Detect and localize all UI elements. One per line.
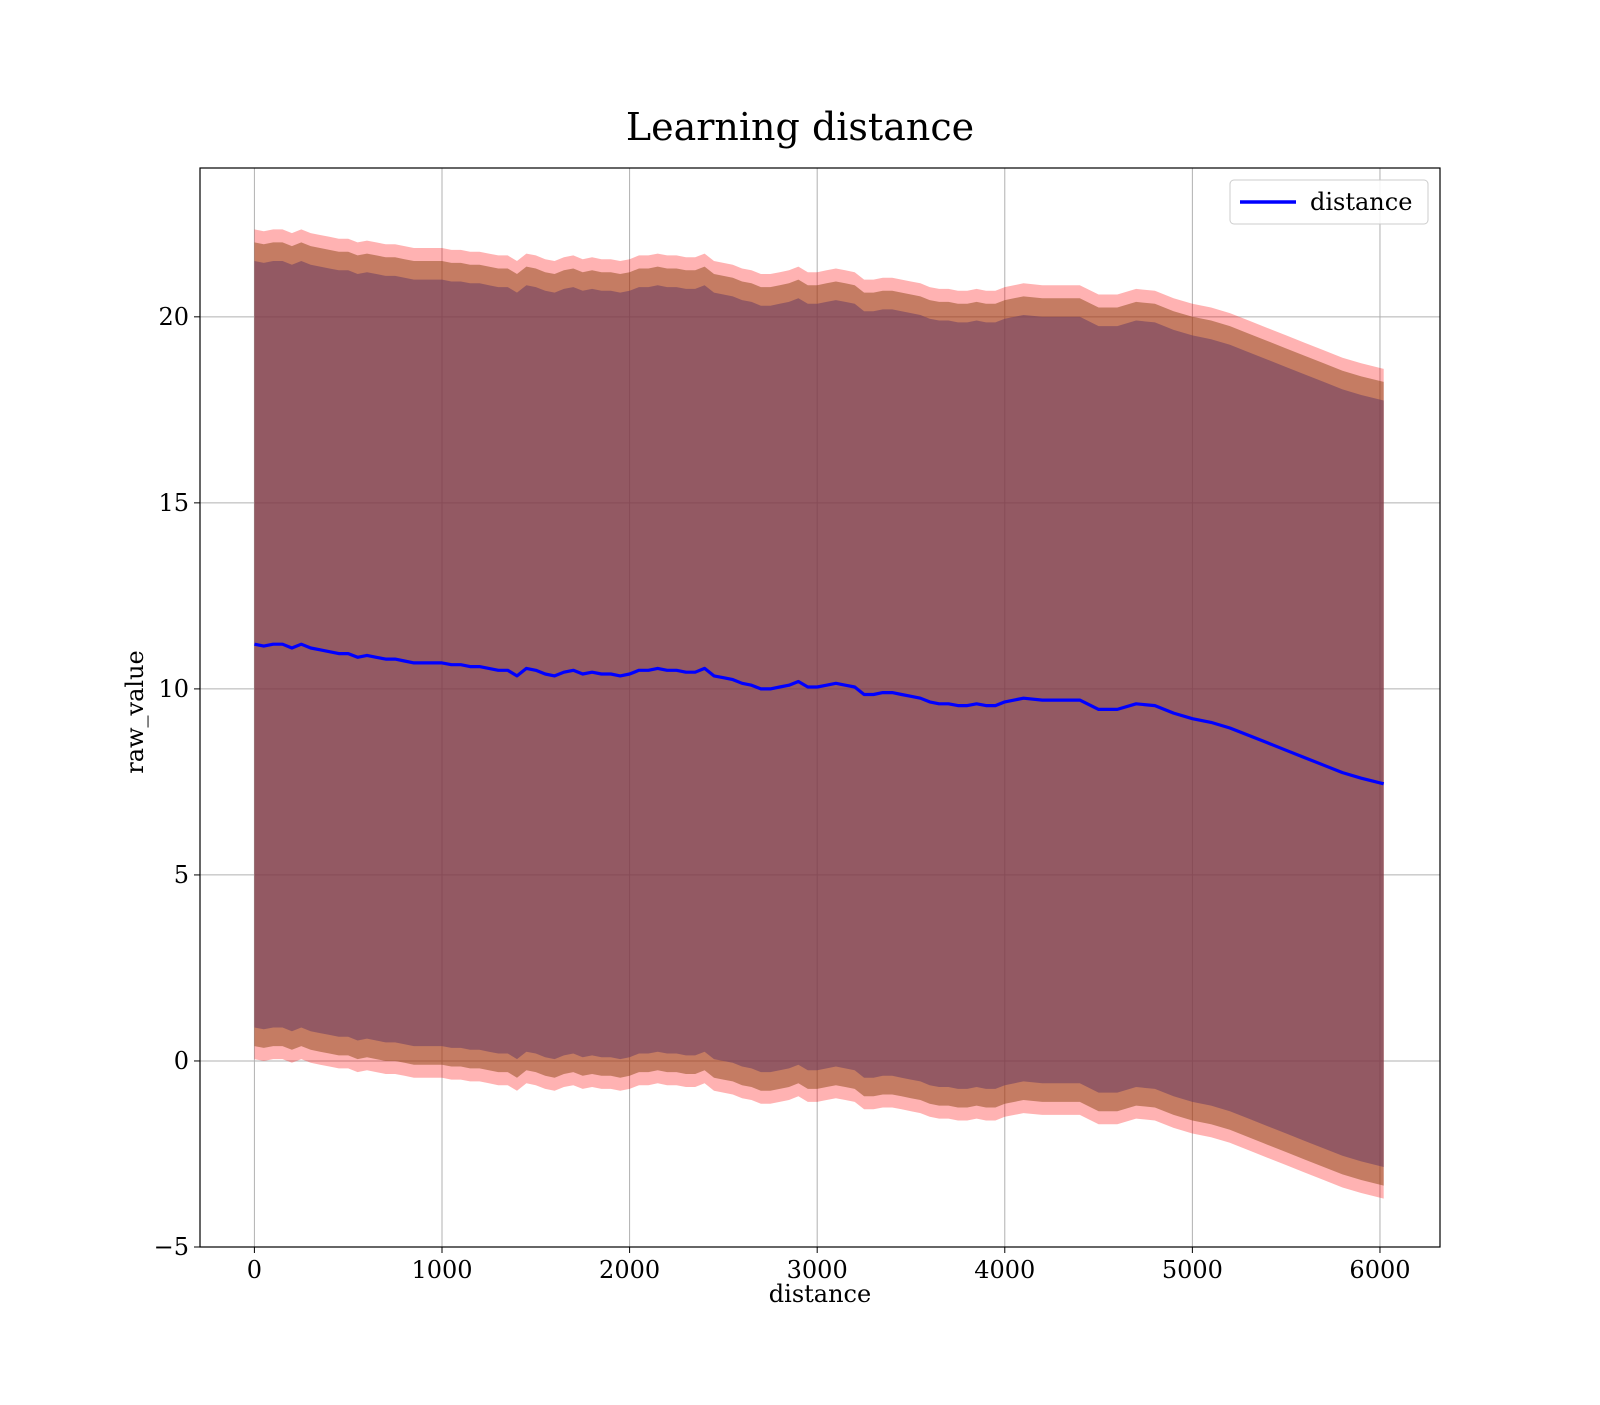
legend-box [1229,179,1429,225]
y-tick-label: 15 [158,489,189,517]
y-tick-label: 5 [174,861,189,889]
x-tick-label: 3000 [787,1256,848,1284]
legend-label: distance [1310,188,1412,216]
x-tick-label: 5000 [1162,1256,1223,1284]
y-tick-label: −5 [154,1233,189,1261]
variance-bands [254,229,1384,1199]
plot-frame [199,167,1441,1248]
x-tick-label: 2000 [599,1256,660,1284]
x-tick-label: 0 [247,1256,262,1284]
y-tick-label: 20 [158,303,189,331]
band-area-3 [254,261,1384,1167]
x-tick-label: 4000 [974,1256,1035,1284]
y-tick-label: 0 [174,1047,189,1075]
axis-ticks: 0 1000 2000 3000 4000 5000 6000 −5 0 5 10 15 20 [154,303,1411,1284]
x-axis-label: distance [769,1280,871,1308]
y-axis-label: raw_value [121,650,149,774]
y-tick-label: 10 [158,675,189,703]
legend: distance [1229,179,1429,225]
series-lines [254,642,1385,786]
x-tick-label: 1000 [411,1256,472,1284]
chart-title: Learning distance [626,105,974,149]
x-tick-label: 6000 [1349,1256,1410,1284]
series-line-1 [254,642,1385,786]
